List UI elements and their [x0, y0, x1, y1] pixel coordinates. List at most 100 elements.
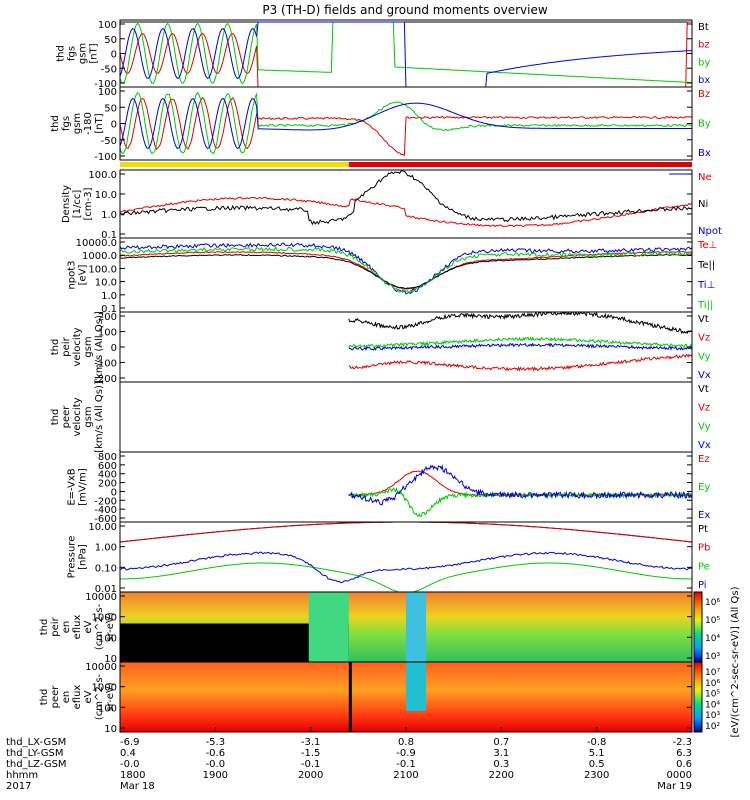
ylabel-line: [km/s (All Qs)]	[94, 311, 105, 383]
panel-pressure: 10.00 1.00 0.10 0.01 Pressure[nPa] Pt Pb Pe Pi	[67, 521, 710, 595]
spectrogram-gap	[406, 662, 427, 711]
legend-Pt: Pt	[698, 524, 708, 535]
ytick-label: -100	[94, 359, 117, 370]
xaxis-value: 0.4	[120, 748, 136, 759]
ytick-label: -100	[94, 152, 117, 163]
series-Ti-perp	[120, 242, 692, 295]
legend-Vy: Vy	[698, 421, 711, 432]
ylabel-line: eV	[83, 620, 94, 633]
ylabel-line: [km/s (All Qs)]	[94, 381, 105, 453]
ylabel-line: gsm	[72, 113, 83, 134]
plot-panels: 100500-50-100thdfgsgsm[nT]Btbzbybx100500…	[39, 19, 722, 735]
xaxis-value: 0.8	[398, 737, 414, 748]
xaxis-value: 0.7	[493, 737, 509, 748]
ytick-label: 0.1	[101, 304, 117, 315]
ytick-label: -50	[101, 64, 117, 75]
legend-Vy: Vy	[698, 351, 711, 362]
ytick-label: 400	[98, 470, 117, 481]
ytick-label: 1000	[92, 613, 117, 624]
ytick-label: 1.00	[95, 543, 117, 554]
colorbar2-tick: 10²	[705, 722, 720, 732]
series-Pe	[120, 562, 692, 592]
legend-Ti⊥: Ti⊥	[697, 280, 715, 291]
xaxis-row-label: thd_LX-GSM	[6, 737, 66, 748]
xaxis-value: 2100	[393, 770, 418, 781]
panel-fgs2-plot	[120, 91, 692, 157]
xaxis-row-label: thd_LY-GSM	[6, 748, 63, 759]
colorbar2-tick: 10⁷	[705, 668, 720, 678]
ylabel-line: [nT]	[94, 113, 105, 133]
ytick-label: -200	[94, 496, 117, 507]
series-Ti-par	[120, 246, 692, 295]
series-Ex	[348, 464, 692, 506]
ytick-label: 10.0	[95, 190, 117, 201]
colorbar2	[693, 661, 703, 733]
xaxis-row-label: thd_LZ-GSM	[6, 759, 67, 770]
xaxis-value: 1800	[120, 770, 145, 781]
x-axis-labels: thd_LX-GSM -6.9 -5.3 -3.1 0.8 0.7 -0.8 -2.3 thd_…	[6, 727, 693, 792]
spectrogram-gap	[406, 592, 427, 662]
legend-Bt: Bt	[698, 22, 709, 33]
ytick-label: -200	[94, 374, 117, 385]
legend-Pe: Pe	[698, 561, 710, 572]
ylabel-line: (cm^2-s-	[94, 673, 105, 720]
ytick-label: 0	[111, 120, 117, 131]
panel-peirv-ylabel: thdpeirvelocitygsm[km/s (All Qs)]	[50, 311, 105, 383]
colorbar1	[693, 591, 703, 663]
ylabel-line: peir	[61, 336, 72, 356]
xaxis-value: Mar 19	[657, 781, 692, 792]
ylabel-line: gsm	[83, 406, 94, 427]
panel-peirspec-ylabel: thdpeirenefluxeV(cm^2-s-sr-eV)	[39, 603, 116, 650]
ytick-label: 10.00	[88, 522, 117, 533]
ytick-label: 0.10	[95, 563, 117, 574]
series-by	[120, 21, 692, 85]
legend-Vx: Vx	[698, 440, 711, 451]
xaxis-value: 0000	[667, 770, 692, 781]
panel-fgs2: 100 50 0 -50 -100 thdfgsgsm-180[nT] Bz By Bx	[50, 86, 711, 167]
ylabel-line: velocity	[72, 397, 83, 436]
ylabel-line: [1/cc]	[72, 190, 83, 219]
legend-bz: bz	[698, 40, 710, 51]
series-Ni	[120, 170, 692, 226]
ylabel-line: Pressure	[67, 536, 78, 579]
legend-by: by	[698, 57, 710, 68]
xaxis-value: -6.9	[120, 737, 140, 748]
legend-Ez: Ez	[698, 454, 710, 465]
ylabel-line: E=-VxB	[67, 468, 78, 505]
colorbar2-tick: 10⁴	[705, 700, 720, 710]
ylabel-line: fgs	[67, 46, 78, 61]
legend-Npot: Npot	[698, 226, 722, 237]
xaxis-value: Mar 18	[120, 781, 155, 792]
ylabel-line: [mV/m]	[78, 468, 89, 506]
xaxis-value: 2200	[489, 770, 514, 781]
ytick-label: -400	[94, 505, 117, 516]
panel-fgs2-ylabel: thdfgsgsm-180[nT]	[50, 112, 105, 135]
panel-pressure-plot	[120, 522, 692, 592]
ytick-label: 10000	[85, 662, 117, 673]
legend-Ex: Ex	[698, 510, 710, 521]
ytick-label: 100	[98, 703, 117, 714]
xaxis-row-label: 2017	[6, 781, 31, 792]
xaxis-value: 0.5	[589, 759, 605, 770]
panel-fgs-plot	[120, 21, 692, 87]
legend-Pb: Pb	[698, 543, 710, 554]
xaxis-value: 2300	[584, 770, 609, 781]
legend-bx: bx	[698, 75, 710, 86]
ylabel-line: sr-eV)	[105, 612, 116, 641]
ytick-label: 100	[98, 633, 117, 644]
ytick-label: 600	[98, 461, 117, 472]
ytick-label: -600	[94, 514, 117, 525]
legend-Pi: Pi	[698, 580, 707, 591]
ytick-label: 100.0	[88, 170, 117, 181]
panel-peirv-plot	[348, 312, 692, 372]
ytick-label: 10000	[85, 592, 117, 603]
ytick-label: 1.0	[101, 291, 117, 302]
ytick-label: 1.0	[101, 210, 117, 221]
legend-Vt: Vt	[698, 384, 709, 395]
xaxis-value: -1.5	[301, 748, 321, 759]
xaxis-value: -5.3	[206, 737, 226, 748]
panel-peerv-ylabel: thdpeervelocitygsm[km/s (All Qs)]	[50, 381, 105, 453]
panel-temp-plot	[120, 242, 692, 295]
ylabel-line: Density	[61, 185, 72, 223]
